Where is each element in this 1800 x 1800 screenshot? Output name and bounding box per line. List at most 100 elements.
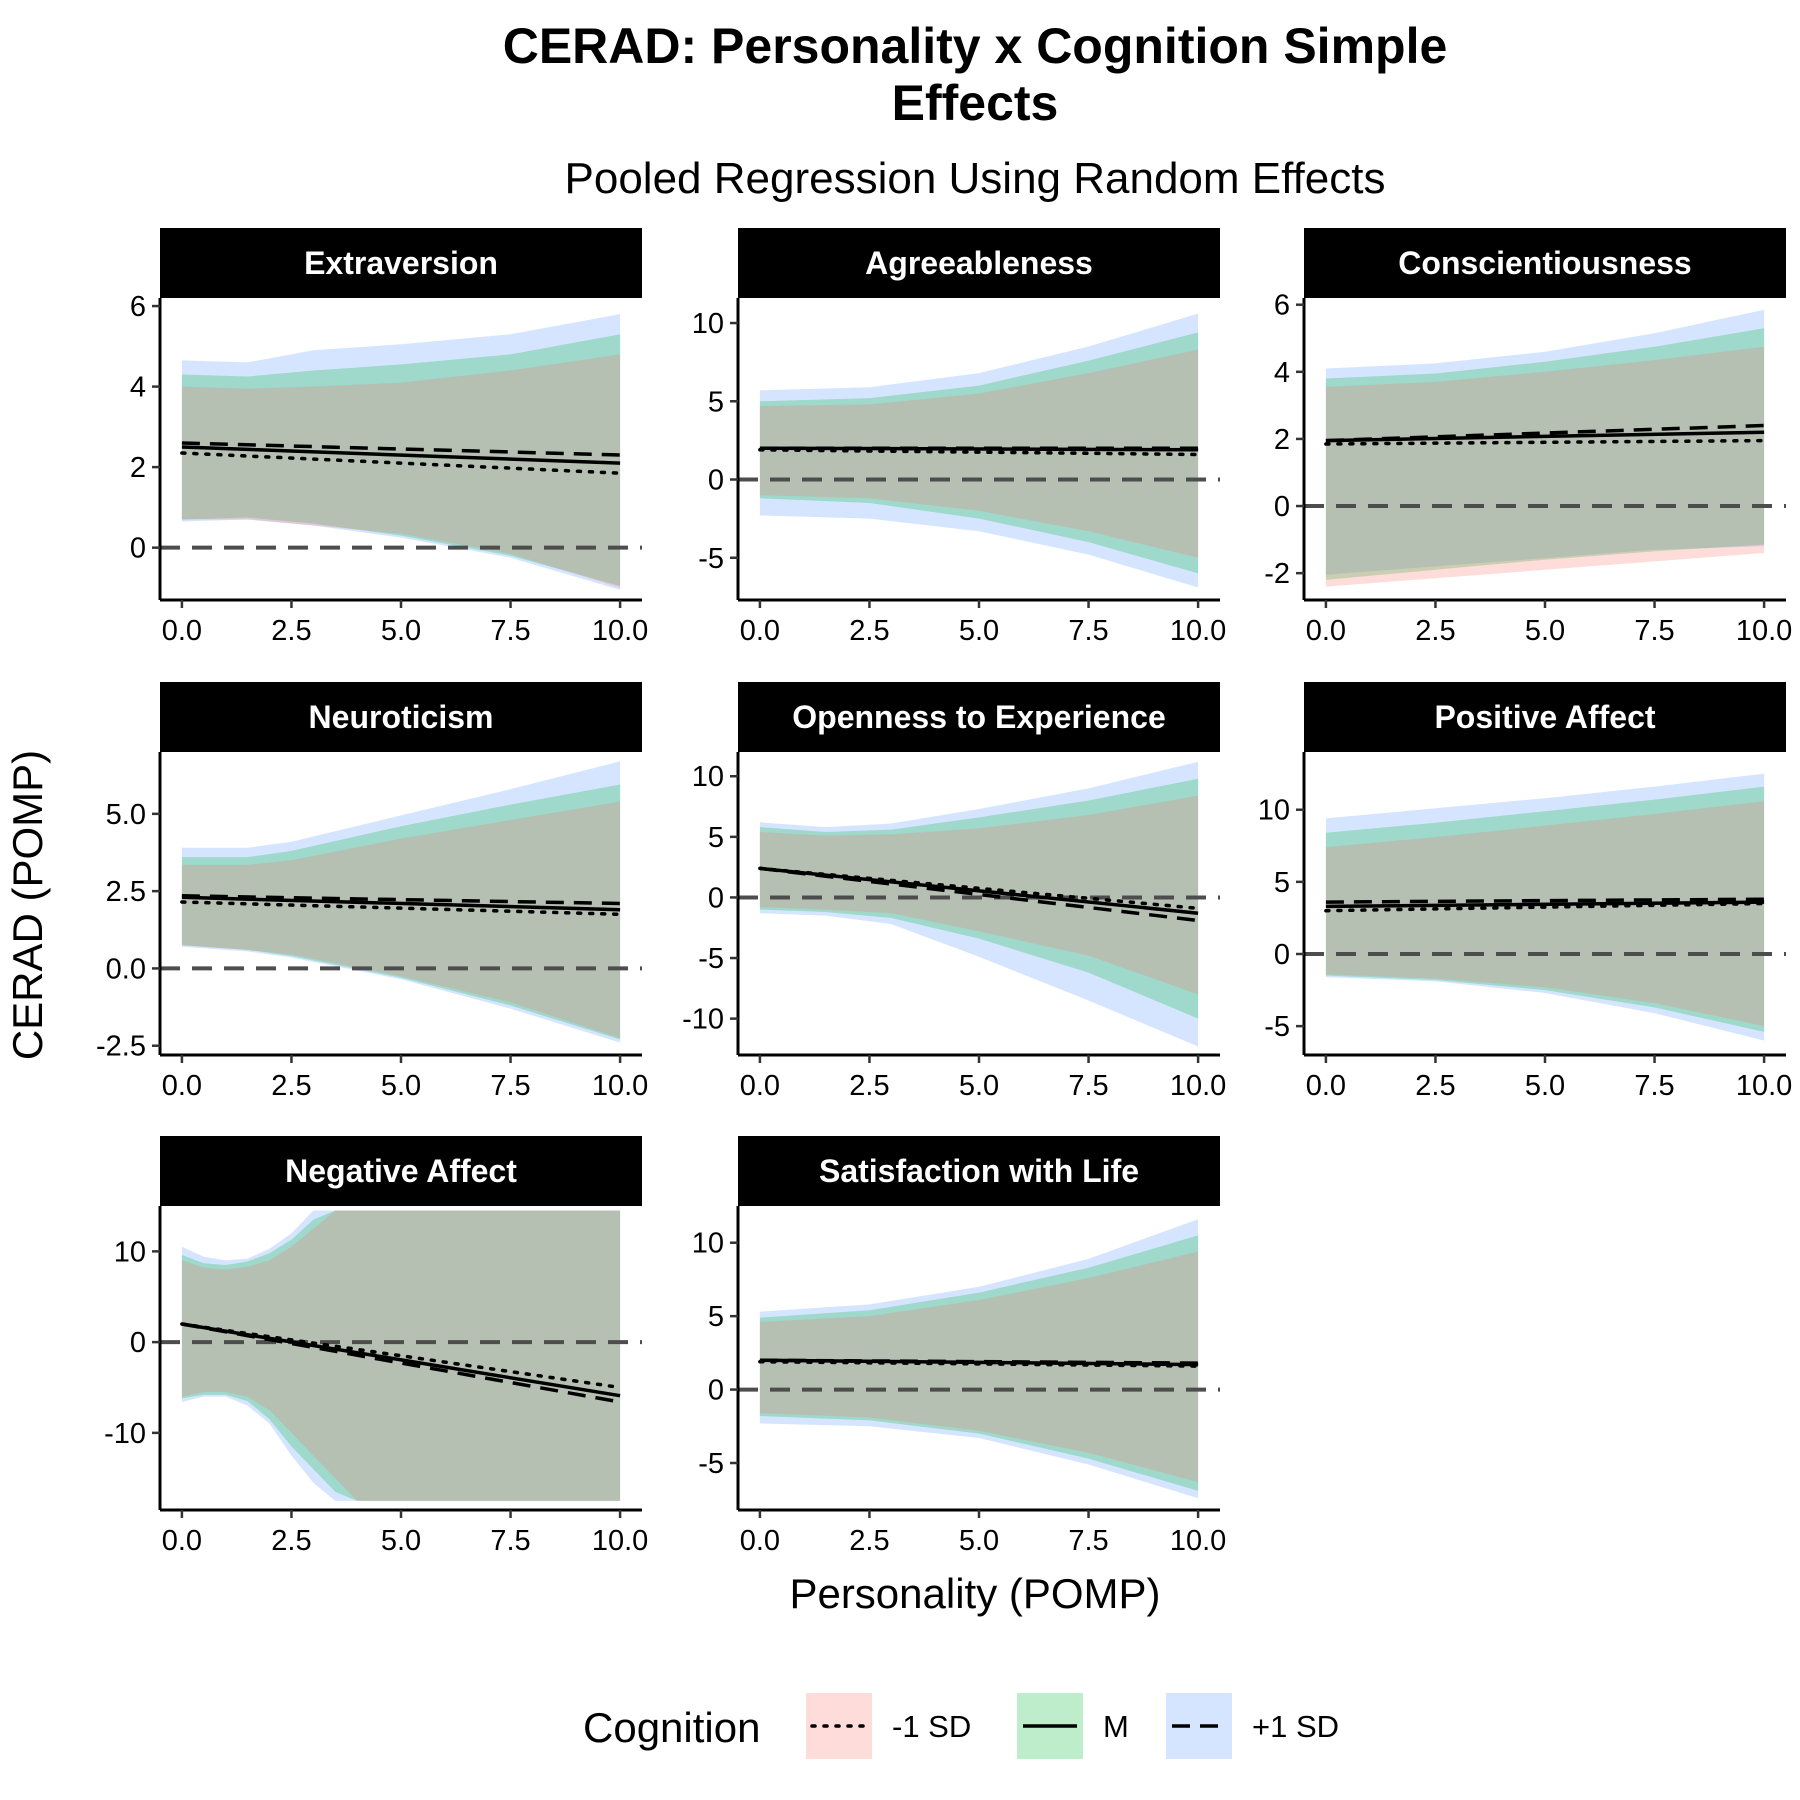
ci-band-minus1SD	[181, 1210, 621, 1501]
panel-extraversion: Extraversion 0 2 4 6 0.0 2.5 5.0 7.5 10.0	[130, 228, 648, 647]
facet-strip-label: Openness to Experience	[792, 699, 1165, 735]
legend-title: Cognition	[583, 1704, 760, 1751]
legend-label: +1 SD	[1252, 1709, 1339, 1744]
ci-band-M	[181, 784, 621, 1040]
x-tick-label: 5.0	[959, 1070, 999, 1102]
legend-item: -1 SD	[806, 1693, 971, 1759]
x-tick-label: 10.0	[1736, 615, 1792, 647]
x-tick-label: 7.5	[490, 1070, 530, 1102]
y-tick-label: 10	[692, 308, 724, 340]
x-tick-label: 2.5	[271, 1525, 311, 1557]
x-tick-label: 2.5	[271, 1070, 311, 1102]
x-tick-label: 0.0	[740, 1525, 780, 1557]
panel-satisfaction-with-life: Satisfaction with Life -5 0 5 10 0.0 2.5 5.0 7.5…	[692, 1136, 1226, 1557]
facet-strip-label: Positive Affect	[1434, 699, 1655, 735]
y-tick-label: 0.0	[106, 953, 146, 985]
chart-title-line-2: Effects	[892, 75, 1059, 131]
y-tick-label: -5	[698, 943, 724, 975]
x-tick-label: 7.5	[490, 1525, 530, 1557]
facet-strip	[160, 682, 642, 752]
y-tick-label: 5.0	[106, 799, 146, 831]
series-line-M	[181, 895, 621, 912]
x-tick-label: 5.0	[959, 615, 999, 647]
ci-band-plus1SD	[181, 314, 621, 590]
facet-strip-label: Negative Affect	[285, 1153, 517, 1189]
y-tick-label: 2	[1274, 424, 1290, 456]
chart-title-line-1: CERAD: Personality x Cognition Simple	[503, 18, 1448, 74]
series-line-plus1SD	[181, 894, 621, 906]
y-tick-label: 0	[1274, 939, 1290, 971]
facet-strip-label: Neuroticism	[309, 699, 494, 735]
series-line-minus1SD	[758, 448, 1200, 457]
y-tick-label: 10	[692, 761, 724, 793]
ci-band-minus1SD	[181, 354, 621, 588]
y-tick-label: -2	[1264, 558, 1290, 590]
x-tick-label: 0.0	[740, 1070, 780, 1102]
facet-strip-label: Extraversion	[304, 245, 498, 281]
y-tick-label: -10	[682, 1004, 724, 1036]
y-tick-label: -2.5	[96, 1031, 146, 1063]
x-tick-label: 2.5	[1415, 615, 1455, 647]
series-line-minus1SD	[180, 900, 622, 917]
x-tick-label: 0.0	[162, 615, 202, 647]
series-line-plus1SD	[759, 866, 1199, 923]
y-tick-label: 0	[708, 465, 724, 497]
y-tick-label: -10	[104, 1418, 146, 1450]
y-tick-label: 5	[708, 386, 724, 418]
ci-band-M	[1325, 786, 1765, 1032]
y-tick-label: 5	[708, 822, 724, 854]
y-tick-label: 5	[708, 1301, 724, 1333]
y-tick-label: 6	[1274, 290, 1290, 322]
ci-band-minus1SD	[1325, 346, 1765, 587]
facet-strip-label: Agreeableness	[865, 245, 1093, 281]
x-tick-label: 10.0	[1170, 615, 1226, 647]
x-tick-label: 5.0	[381, 615, 421, 647]
ci-band-plus1SD	[759, 1219, 1199, 1499]
ci-band-minus1SD	[1325, 801, 1765, 1027]
series-line-plus1SD	[181, 441, 621, 457]
x-tick-label: 10.0	[1170, 1525, 1226, 1557]
facet-panels: Extraversion 0 2 4 6 0.0 2.5 5.0 7.5 10.0 Agreeabl…	[96, 228, 1792, 1557]
legend-item: +1 SD	[1166, 1693, 1339, 1759]
x-tick-label: 2.5	[271, 615, 311, 647]
legend-item: M	[1017, 1693, 1129, 1759]
x-tick-label: 7.5	[1634, 615, 1674, 647]
legend: Cognition -1 SD M +1 SD	[583, 1693, 1339, 1759]
y-tick-label: 5	[1274, 867, 1290, 899]
x-tick-label: 2.5	[849, 1525, 889, 1557]
series-line-M	[181, 445, 621, 465]
panel-negative-affect: Negative Affect -10 0 10 0.0 2.5 5.0 7.5 10.0	[104, 1136, 648, 1557]
x-tick-label: 10.0	[592, 615, 648, 647]
panel-openness-to-experience: Openness to Experience -10 -5 0 5 10 0.0 2.5 5.0…	[682, 682, 1226, 1102]
x-tick-label: 10.0	[592, 1070, 648, 1102]
legend-label: -1 SD	[892, 1709, 971, 1744]
ci-band-M	[1325, 328, 1765, 580]
plot-area	[738, 761, 1220, 1047]
y-tick-label: 4	[130, 372, 146, 404]
series-line-plus1SD	[1325, 897, 1765, 904]
x-tick-label: 7.5	[1068, 615, 1108, 647]
y-tick-label: 0	[708, 882, 724, 914]
plot-area	[1304, 309, 1786, 587]
y-tick-label: 0	[1274, 491, 1290, 523]
y-tick-label: 2	[130, 452, 146, 484]
y-tick-label: -5	[1264, 1011, 1290, 1043]
ci-band-plus1SD	[181, 1210, 621, 1501]
facet-strip-label: Satisfaction with Life	[819, 1153, 1139, 1189]
plot-area	[160, 314, 642, 590]
series-line-minus1SD	[1324, 901, 1766, 913]
x-tick-label: 7.5	[1068, 1525, 1108, 1557]
series-line-minus1SD	[180, 451, 622, 475]
y-tick-label: -5	[698, 543, 724, 575]
y-axis-title: CERAD (POMP)	[4, 750, 51, 1060]
ci-band-M	[181, 1210, 621, 1501]
facet-strip	[1304, 682, 1786, 752]
y-tick-label: 0	[130, 1327, 146, 1359]
series-line-plus1SD	[181, 1322, 621, 1404]
x-tick-label: 7.5	[1068, 1070, 1108, 1102]
plot-area	[738, 1219, 1220, 1499]
plot-area	[160, 761, 642, 1043]
series-line-plus1SD	[1325, 423, 1765, 443]
x-tick-label: 5.0	[1525, 615, 1565, 647]
facet-strip	[738, 682, 1220, 752]
